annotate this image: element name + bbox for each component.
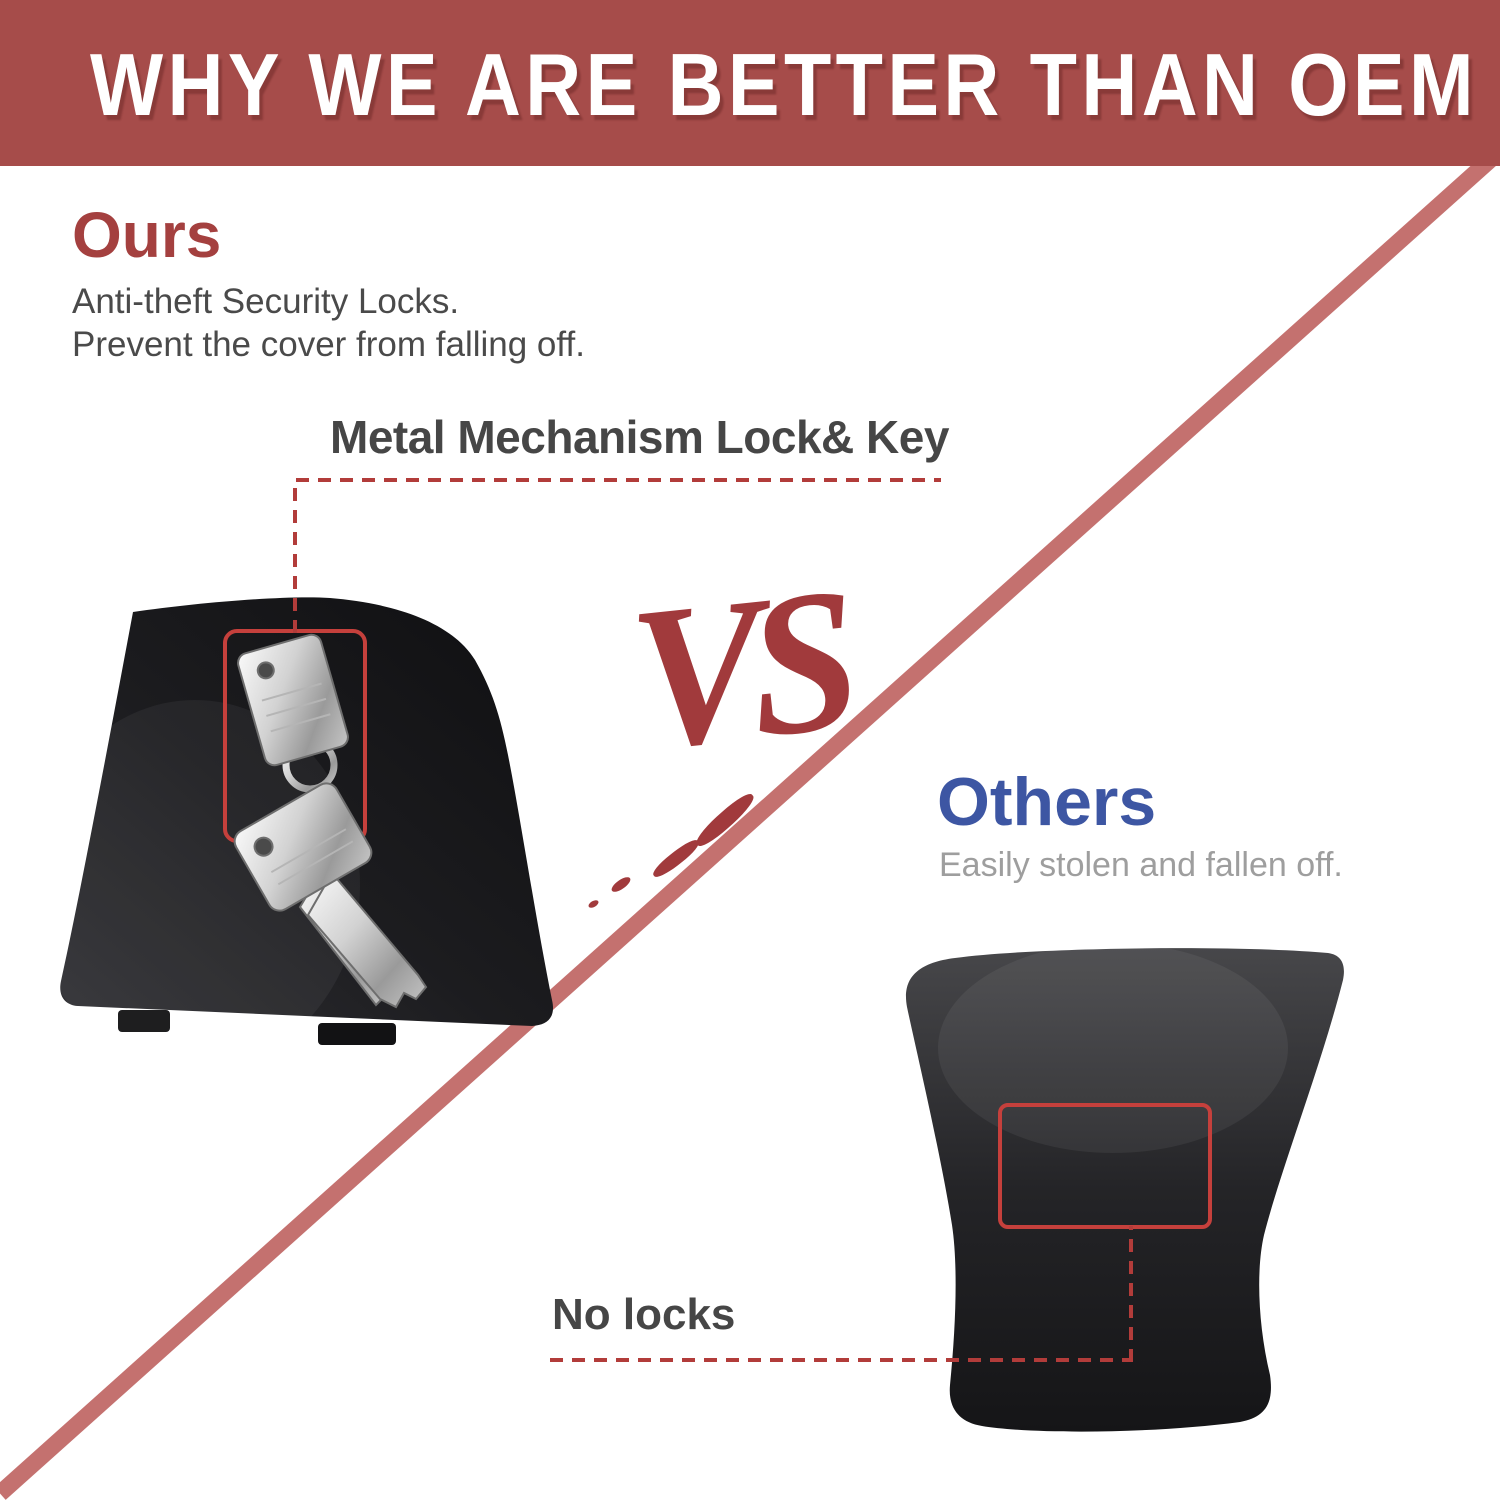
ours-heading: Ours [72, 199, 222, 271]
others-heading: Others [937, 764, 1157, 840]
others-description: Easily stolen and fallen off. [939, 846, 1343, 884]
banner-title: WHY WE ARE BETTER THAN OEM [90, 35, 1478, 134]
ours-product-photo [30, 597, 554, 1070]
cover-tab [318, 1023, 396, 1045]
no-locks-callout-label: No locks [552, 1290, 736, 1339]
cover-body [905, 948, 1344, 1432]
lock-key-callout-label: Metal Mechanism Lock& Key [330, 411, 949, 463]
lock-key-callout-line-vertical [293, 480, 297, 633]
vs-splatter [609, 874, 633, 895]
lock-key-callout-line-horizontal [296, 478, 941, 482]
keys [233, 633, 428, 1009]
no-lock-highlight-box [998, 1103, 1212, 1229]
key-blade-front [306, 871, 428, 1009]
cover-tab [118, 1010, 170, 1032]
no-locks-callout-line-vertical [1129, 1226, 1133, 1362]
ours-description: Anti-theft Security Locks. Prevent the c… [72, 280, 585, 366]
vs-splatter [587, 898, 600, 910]
key-head-lower [233, 782, 373, 912]
ours-description-line2: Prevent the cover from falling off. [72, 325, 585, 364]
vs-graphic: VS [621, 546, 856, 793]
no-locks-callout-line-horizontal [550, 1358, 1133, 1362]
others-product-photo [905, 943, 1344, 1432]
banner: WHY WE ARE BETTER THAN OEM [0, 0, 1500, 166]
ours-description-line1: Anti-theft Security Locks. [72, 282, 460, 321]
